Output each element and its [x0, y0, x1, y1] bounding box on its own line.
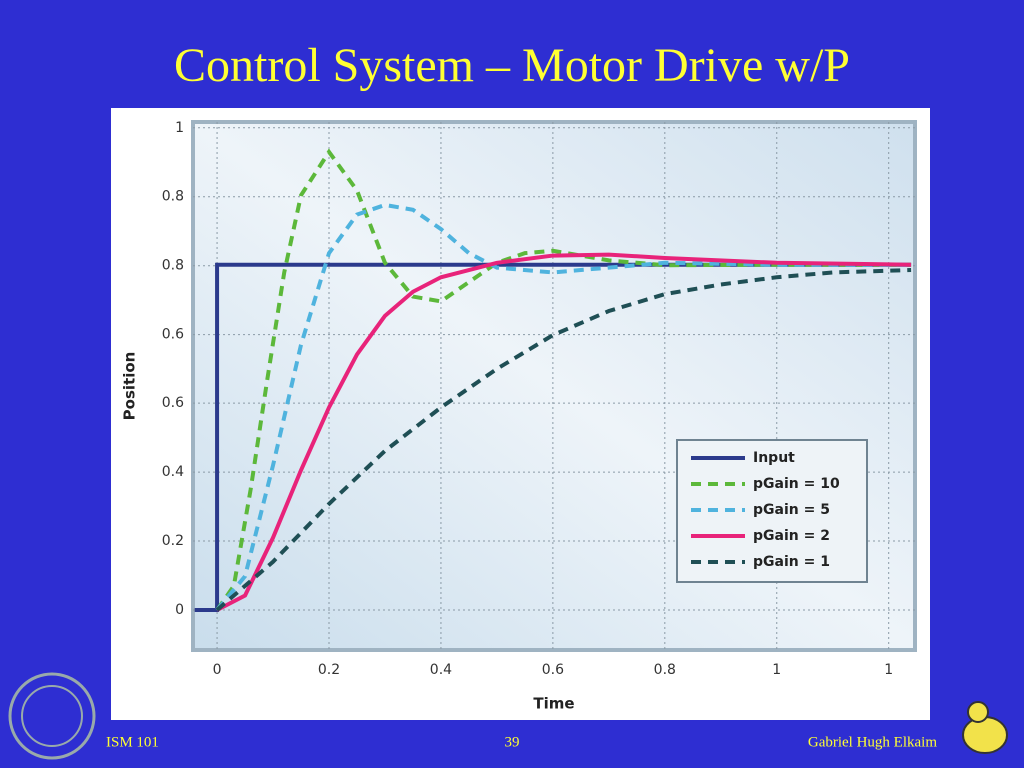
series-line: [216, 252, 912, 612]
x-tick-label: 1: [884, 662, 893, 678]
series-line: [215, 202, 912, 612]
x-tick-label: 0.4: [430, 662, 452, 678]
legend-label: pGain = 2: [753, 528, 830, 544]
y-tick-label: 0.6: [162, 327, 184, 343]
y-tick-label: 0.4: [162, 464, 184, 480]
x-tick-label: 0.6: [542, 662, 564, 678]
x-axis-label: Time: [533, 695, 574, 713]
x-tick-label: 1: [772, 662, 781, 678]
series-line: [215, 268, 912, 612]
slide-title: Control System – Motor Drive w/P: [174, 39, 850, 92]
x-tick-label: 0.8: [654, 662, 676, 678]
legend-label: pGain = 5: [753, 502, 830, 518]
series-line: [194, 262, 912, 612]
legend-label: pGain = 1: [753, 554, 830, 570]
y-tick-label: 0.8: [162, 258, 184, 274]
logo-right: [962, 701, 1008, 754]
y-tick-label: 0: [175, 602, 184, 618]
y-tick-label: 0.8: [162, 189, 184, 205]
logo-left: [8, 672, 96, 760]
footer-center: 39: [505, 734, 520, 750]
legend-label: pGain = 10: [753, 476, 840, 492]
x-tick-label: 0.2: [318, 662, 340, 678]
legend: Input pGain = 10 pGain = 5 pGain = 2 pGain =…: [676, 439, 868, 583]
x-tick-label: 0: [213, 662, 222, 678]
footer-right: Gabriel Hugh Elkaim: [808, 734, 937, 750]
y-tick-label: 1: [175, 120, 184, 136]
y-tick-label: 0.6: [162, 395, 184, 411]
footer-left: ISM 101: [106, 734, 159, 750]
y-tick-label: 0.2: [162, 533, 184, 549]
series-line: [215, 148, 912, 612]
legend-label: Input: [753, 450, 795, 466]
y-axis-label: Position: [121, 352, 139, 421]
